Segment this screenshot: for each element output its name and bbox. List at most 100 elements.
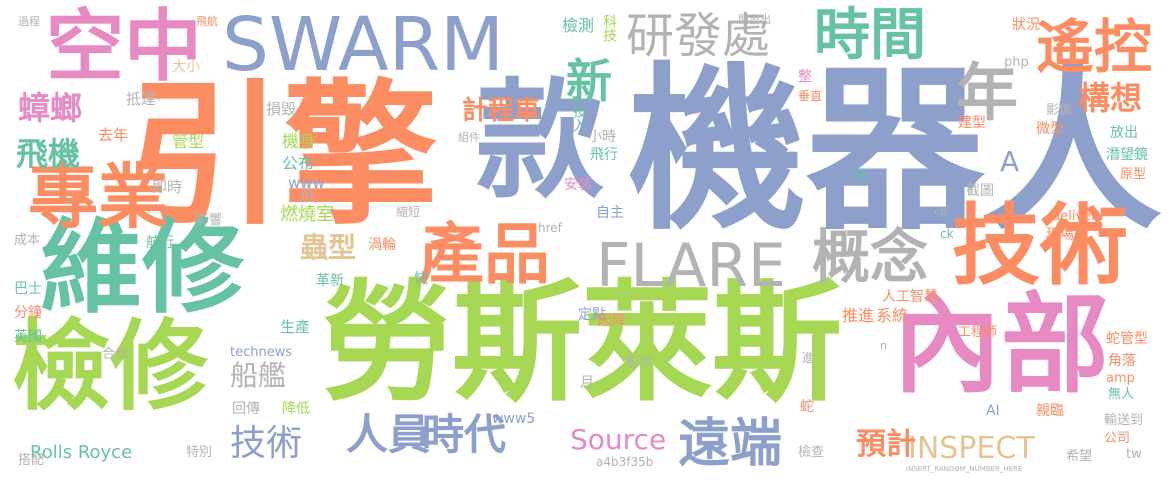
cloud-word: 影像	[1046, 103, 1073, 118]
cloud-word: 潛望鏡	[1106, 147, 1148, 163]
cloud-word: 蟲型	[300, 231, 357, 264]
cloud-word: 合作	[102, 347, 129, 362]
cloud-word: 計程車	[462, 96, 541, 126]
cloud-word: 公布	[282, 154, 315, 173]
cloud-word: 引擎	[128, 65, 438, 246]
cloud-word: ck	[940, 227, 954, 241]
cloud-word: SWARM	[222, 2, 504, 88]
cloud-word: 快	[414, 271, 428, 287]
cloud-word: a4b3f35b	[596, 455, 654, 469]
cloud-word: 天	[852, 166, 869, 185]
cloud-word: 技術	[952, 194, 1129, 297]
cloud-word: href	[538, 221, 562, 235]
cloud-word: 希望	[1066, 449, 1093, 464]
cloud-word: 生產	[280, 318, 311, 336]
cloud-word: Source	[570, 423, 667, 456]
cloud-word: 巴士	[14, 281, 42, 297]
cloud-word: 開發出	[738, 13, 771, 26]
cloud-word: 回傳	[232, 401, 260, 417]
cloud-word: 管型	[172, 132, 205, 151]
cloud-word: A	[1000, 145, 1020, 178]
cloud-word: 建型	[958, 115, 986, 131]
cloud-word: delivery	[1052, 209, 1105, 224]
cloud-word: php	[1004, 55, 1029, 70]
cloud-word: INSPECT	[908, 431, 1035, 466]
cloud-word: AI	[986, 403, 1000, 419]
cloud-word: 特別	[186, 445, 213, 460]
cloud-word: 現場	[1046, 227, 1074, 243]
cloud-word: FLARE	[596, 231, 786, 301]
cloud-word: 燃燒室	[280, 204, 334, 225]
cloud-word: cb	[934, 205, 948, 218]
cloud-word: 渦輪	[368, 237, 396, 253]
cloud-word: INSERT_RANDOM_NUMBER_HERE	[906, 465, 1023, 473]
cloud-word: 科技	[601, 14, 617, 42]
cloud-word: 人員	[346, 410, 431, 459]
cloud-word: www	[288, 174, 325, 192]
cloud-word: 即時	[152, 178, 183, 196]
cloud-word: 遙控	[1036, 13, 1153, 81]
cloud-word: 內部	[893, 283, 1110, 408]
cloud-word: 月	[580, 375, 594, 391]
cloud-word: 自主	[596, 205, 624, 221]
cloud-word: 飛航	[196, 15, 218, 28]
cloud-word: 降低	[282, 401, 310, 417]
cloud-word: 蛇管型	[1106, 331, 1148, 347]
cloud-word: Rolls Royce	[30, 442, 133, 463]
cloud-word: 技術	[230, 423, 303, 464]
cloud-word: 檢測	[562, 16, 595, 35]
cloud-word: 遠端	[678, 414, 783, 474]
cloud-word: 時間	[814, 3, 926, 68]
cloud-word: 縮短	[396, 205, 421, 219]
cloud-word: 預計	[856, 427, 916, 462]
cloud-word: 構想	[1078, 79, 1143, 117]
cloud-word: 去年	[98, 126, 129, 144]
cloud-word: 人工智慧	[882, 289, 938, 305]
cloud-word: 定點	[578, 307, 606, 323]
cloud-word: 船艦	[230, 359, 287, 392]
cloud-word: technews	[230, 345, 293, 360]
cloud-word: n	[880, 339, 887, 352]
cloud-word: 無人	[1108, 387, 1135, 402]
cloud-word: 微型	[1036, 121, 1064, 137]
cloud-word: 原型	[1120, 167, 1147, 182]
cloud-word: 輸送到	[1104, 413, 1144, 428]
cloud-word: 抵達	[126, 90, 157, 108]
cloud-word: 影片	[626, 355, 654, 371]
cloud-word: 投入	[571, 104, 587, 132]
cloud-word: 機身	[282, 132, 316, 152]
cloud-word: 蟑螂	[18, 89, 83, 127]
cloud-word: amp	[1106, 371, 1135, 386]
cloud-word: 截圖	[966, 183, 994, 199]
cloud-word: 搭配	[18, 453, 45, 468]
cloud-word: 空中	[46, 2, 203, 92]
cloud-word: 角落	[1108, 353, 1136, 369]
cloud-word: 時代	[422, 410, 507, 459]
cloud-word: 過程	[18, 15, 40, 28]
cloud-word: 工程師	[958, 325, 998, 340]
cloud-word: 檢修	[12, 310, 209, 424]
cloud-word: 新	[566, 54, 612, 108]
cloud-word: 影響	[196, 213, 223, 228]
cloud-word: 進	[802, 351, 815, 365]
cloud-word: 機器人	[628, 47, 1162, 254]
cloud-word: 成本	[14, 233, 41, 248]
cloud-word: tw	[1126, 447, 1142, 462]
cloud-word: 大小	[172, 59, 200, 75]
cloud-word: 分鐘	[14, 305, 42, 321]
cloud-word: 英國	[14, 329, 42, 345]
cloud-word: 航行	[146, 235, 174, 251]
cloud-word: 安裝	[564, 177, 592, 193]
cloud-word: 款	[476, 67, 605, 216]
cloud-word: 專業	[28, 156, 168, 238]
cloud-word: 公司	[1104, 431, 1131, 446]
cloud-word: 蛇	[800, 399, 814, 415]
cloud-word: 產品	[418, 216, 550, 293]
cloud-word: 親臨	[1036, 403, 1064, 419]
cloud-word: 飛機	[16, 135, 81, 173]
cloud-word: 放出	[1110, 125, 1138, 141]
cloud-word: 推進	[842, 306, 875, 325]
cloud-word: 革新	[316, 273, 344, 289]
cloud-word: 飛行	[590, 147, 618, 163]
